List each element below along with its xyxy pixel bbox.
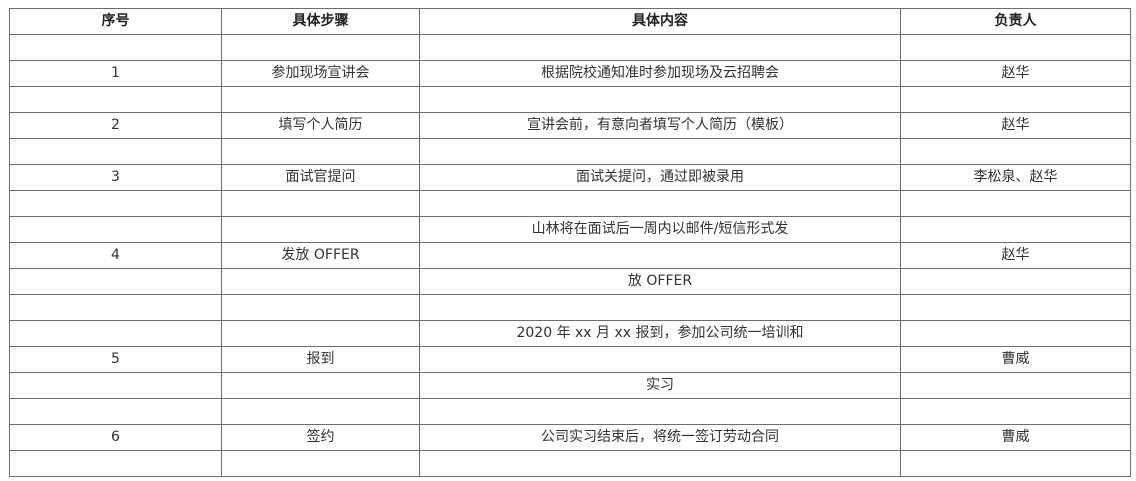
table-row: 6 签约 公司实习结束后，将统一签订劳动合同 曹威 <box>9 424 1131 451</box>
cell-index: 5 <box>9 346 222 373</box>
cell-content <box>419 398 901 425</box>
cell-owner <box>900 320 1131 347</box>
cell-owner <box>900 268 1131 295</box>
cell-step <box>221 138 420 165</box>
table-row: 实习 <box>9 372 1131 399</box>
cell-step: 发放 OFFER <box>221 242 420 269</box>
header-index: 序号 <box>9 8 222 35</box>
cell-index: 6 <box>9 424 222 451</box>
cell-owner <box>900 450 1131 477</box>
cell-step <box>221 320 420 347</box>
cell-step <box>221 294 420 321</box>
table-row: 3 面试官提问 面试关提问，通过即被录用 李松泉、赵华 <box>9 164 1131 191</box>
cell-index <box>9 86 222 113</box>
cell-index <box>9 372 222 399</box>
cell-owner: 李松泉、赵华 <box>900 164 1131 191</box>
cell-index <box>9 450 222 477</box>
cell-step <box>221 86 420 113</box>
cell-step: 报到 <box>221 346 420 373</box>
cell-step: 签约 <box>221 424 420 451</box>
cell-index: 3 <box>9 164 222 191</box>
cell-content <box>419 190 901 217</box>
cell-owner <box>900 294 1131 321</box>
table-row: 放 OFFER <box>9 268 1131 295</box>
cell-index <box>9 34 222 61</box>
table-row: 4 发放 OFFER 赵华 <box>9 242 1131 269</box>
cell-owner <box>900 372 1131 399</box>
header-owner: 负责人 <box>900 8 1131 35</box>
cell-content: 面试关提问，通过即被录用 <box>419 164 901 191</box>
cell-step <box>221 398 420 425</box>
cell-index: 1 <box>9 60 222 87</box>
cell-step: 参加现场宣讲会 <box>221 60 420 87</box>
table-row: 1 参加现场宣讲会 根据院校通知准时参加现场及云招聘会 赵华 <box>9 60 1131 87</box>
cell-content: 山林将在面试后一周内以邮件/短信形式发 <box>419 216 901 243</box>
table-row: 5 报到 曹威 <box>9 346 1131 373</box>
cell-content: 根据院校通知准时参加现场及云招聘会 <box>419 60 901 87</box>
table-row <box>9 294 1131 321</box>
cell-step <box>221 372 420 399</box>
cell-index: 2 <box>9 112 222 139</box>
steps-table: 序号 具体步骤 具体内容 负责人 1 参加现场宣讲会 根据院校通知准时参加现场及云招… <box>9 8 1131 477</box>
cell-owner <box>900 34 1131 61</box>
cell-content <box>419 346 901 373</box>
cell-index <box>9 320 222 347</box>
cell-owner <box>900 138 1131 165</box>
cell-content <box>419 242 901 269</box>
cell-content: 2020 年 xx 月 xx 报到，参加公司统一培训和 <box>419 320 901 347</box>
table-row <box>9 398 1131 425</box>
cell-owner: 曹威 <box>900 424 1131 451</box>
cell-content <box>419 294 901 321</box>
table-row <box>9 190 1131 217</box>
table-row: 2020 年 xx 月 xx 报到，参加公司统一培训和 <box>9 320 1131 347</box>
cell-owner: 赵华 <box>900 60 1131 87</box>
cell-content: 放 OFFER <box>419 268 901 295</box>
table-row: 山林将在面试后一周内以邮件/短信形式发 <box>9 216 1131 243</box>
cell-step <box>221 268 420 295</box>
cell-content <box>419 450 901 477</box>
header-step: 具体步骤 <box>221 8 420 35</box>
cell-step: 面试官提问 <box>221 164 420 191</box>
cell-owner <box>900 86 1131 113</box>
cell-index <box>9 190 222 217</box>
cell-content: 公司实习结束后，将统一签订劳动合同 <box>419 424 901 451</box>
cell-step <box>221 216 420 243</box>
cell-owner: 曹威 <box>900 346 1131 373</box>
cell-step <box>221 190 420 217</box>
cell-step: 填写个人简历 <box>221 112 420 139</box>
cell-index <box>9 268 222 295</box>
cell-step <box>221 34 420 61</box>
header-content: 具体内容 <box>419 8 901 35</box>
cell-index: 4 <box>9 242 222 269</box>
table-row <box>9 138 1131 165</box>
cell-owner <box>900 216 1131 243</box>
cell-index <box>9 294 222 321</box>
cell-owner <box>900 398 1131 425</box>
header-row: 序号 具体步骤 具体内容 负责人 <box>9 8 1131 35</box>
table-row <box>9 34 1131 61</box>
cell-content <box>419 34 901 61</box>
table-row: 2 填写个人简历 宣讲会前，有意向者填写个人简历（模板） 赵华 <box>9 112 1131 139</box>
cell-content <box>419 86 901 113</box>
cell-index <box>9 138 222 165</box>
table-row <box>9 450 1131 477</box>
cell-content <box>419 138 901 165</box>
cell-index <box>9 216 222 243</box>
cell-index <box>9 398 222 425</box>
cell-owner: 赵华 <box>900 112 1131 139</box>
table-row <box>9 86 1131 113</box>
cell-content: 宣讲会前，有意向者填写个人简历（模板） <box>419 112 901 139</box>
cell-owner <box>900 190 1131 217</box>
cell-owner: 赵华 <box>900 242 1131 269</box>
cell-step <box>221 450 420 477</box>
cell-content: 实习 <box>419 372 901 399</box>
